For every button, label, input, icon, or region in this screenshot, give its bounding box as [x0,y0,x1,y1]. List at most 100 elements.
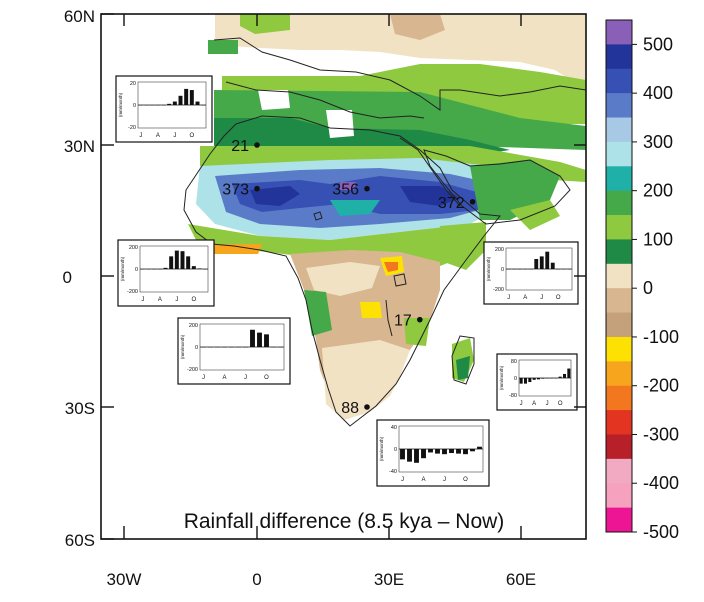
inset-month-bar [186,256,191,269]
colorbar-label: -400 [643,473,679,493]
colorbar-swatch [606,117,632,143]
inset-frame [376,419,490,487]
inset-ytick-label: 0 [135,267,138,273]
anomaly-patch-sahel-teal [330,200,380,216]
coastline-rift-lake [385,299,393,337]
anomaly-patch-east-africa-orange [384,262,398,272]
inset-month-bar [545,251,550,269]
inset-month-bar [463,449,468,455]
inset-month-bar [191,266,196,269]
inset-month-bar [558,376,562,378]
lon-label-30e: 30E [374,570,404,589]
coastline-red-sea [399,137,461,207]
inset-month-bar [442,449,447,455]
inset-ytick-label: 20 [130,81,136,87]
inset-xtick-label: O [556,295,561,301]
inset-month-bar [470,449,475,452]
inset-south-africa: 40 0 -40 (mm/month) J A J O [376,419,490,487]
inset-ytick-label: 200 [189,323,198,329]
site-marker-dot [254,142,260,148]
anomaly-patch-madagascar-dark [456,356,470,380]
site-marker-dot [254,185,260,192]
inset-month-bar [407,449,412,462]
inset-xtick-label: J [139,133,142,139]
colorbar-label: 500 [643,34,673,54]
inset-month-bar [550,262,555,269]
site-value-label: 17 [394,313,412,330]
inset-month-bar [562,373,567,378]
inset-month-bar [197,268,202,269]
inset-ytick-label: 40 [391,425,397,431]
axis-ticks [101,13,586,540]
masked-region-italy [326,110,354,138]
site-arabia: 372 [438,195,476,212]
inset-frame [117,239,215,307]
inset-ytick-label: -40 [389,469,397,475]
inset-ylabel: (mm/month) [118,92,123,117]
colorbar-swatch [606,507,632,533]
latitude-labels: 60N 30N 0 30S 60S [63,7,95,550]
inset-month-bar [519,378,523,384]
inset-month-bar [400,449,405,460]
inset-month-bar [477,446,482,449]
site-sahel-west: 373 [222,182,260,199]
colorbar-swatch [606,239,632,265]
inset-xtick-label: A [532,401,536,407]
inset-month-bar [536,378,541,380]
anomaly-patch-tanzania-yellow [360,302,382,318]
masked-region-alps [258,90,290,110]
inset-month-bar [184,88,189,105]
site-marker-dot [417,316,423,323]
lon-label-0: 0 [252,570,261,589]
colorbar-swatch [606,141,632,167]
site-west-sahara: 21 [231,138,260,155]
lon-label-30w: 30W [107,570,142,589]
colorbar-swatch [606,434,632,460]
inset-ytick-label: 0 [501,267,504,273]
inset-month-bar [539,256,544,269]
colorbar-label: 300 [643,132,673,152]
inset-ytick-label: -200 [493,287,504,293]
anomaly-patch-sahel-peak-east [400,186,460,206]
anomaly-patch-sahel-violet [340,182,356,190]
inset-ytick-label: -200 [187,367,198,373]
lat-label-60n: 60N [64,7,95,26]
colorbar-swatch [606,166,632,192]
colorbar-swatch [606,215,632,240]
inset-ytick-label: -20 [128,125,136,131]
inset-month-bar [428,449,433,453]
colorbar-swatch [606,190,632,216]
inset-ytick-label: 0 [394,447,397,453]
site-marker-dot [364,404,370,410]
lon-label-60e: 60E [506,570,536,589]
inset-month-bar [257,332,262,347]
inset-ylabel: (mm/month) [379,436,384,461]
anomaly-patch-sahel-core [232,176,484,214]
inset-xtick-label: J [175,297,178,303]
site-value-label: 373 [222,182,249,199]
inset-ytick-label: -80 [509,393,517,399]
inset-frame [483,241,579,305]
colorbar-swatch [606,44,632,70]
coastline-lake-chad [313,211,323,221]
inset-xtick-label: J [540,295,543,301]
inset-xtick-label: A [421,477,425,483]
inset-frame [115,75,213,143]
inset-ylabel: (mm/month) [499,365,504,390]
colorbar-swatch [606,483,632,509]
inset-month-bar [567,368,571,378]
colorbar-frame [605,19,633,533]
site-marker-dot [364,185,370,192]
inset-ytick-label: 200 [129,245,138,251]
inset-month-bar [172,101,177,105]
anomaly-patch-congo-beige [306,262,380,296]
inset-xtick-label: J [443,477,446,483]
inset-xtick-label: O [558,401,563,407]
coastline-mediterranean [225,81,425,119]
coastline-lake-victoria [393,273,407,287]
coastline-madagascar [451,335,475,385]
inset-month-bar [414,449,419,463]
lat-label-equator: 0 [63,268,72,287]
